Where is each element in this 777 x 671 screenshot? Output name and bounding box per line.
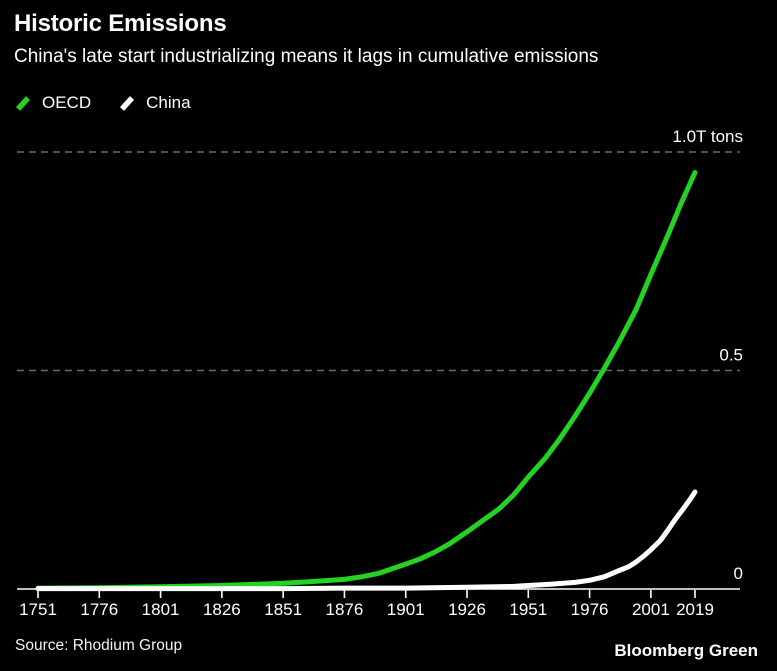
- x-tick-label: 1751: [19, 600, 57, 619]
- legend-item-oecd: OECD: [14, 93, 91, 113]
- y-tick-label: 0.5: [719, 346, 743, 365]
- x-tick-label: 1801: [142, 600, 180, 619]
- x-tick-label: 1926: [448, 600, 486, 619]
- x-tick-label: 1876: [326, 600, 364, 619]
- x-tick-label: 1951: [509, 600, 547, 619]
- oecd-slash-stroke: [15, 95, 31, 111]
- source-note: Source: Rhodium Group: [15, 637, 183, 654]
- oecd-slash-marker-icon: [15, 95, 31, 111]
- chart-title: Historic Emissions: [14, 10, 227, 37]
- chart-subtitle: China's late start industrializing means…: [14, 46, 599, 67]
- x-tick-label: 1826: [203, 600, 241, 619]
- y-tick-label: 0: [734, 564, 743, 583]
- oecd-line: [35, 170, 698, 591]
- x-tick-label: 2019: [676, 600, 714, 619]
- legend-label-china: China: [146, 93, 191, 112]
- china-slash-stroke: [120, 95, 135, 111]
- legend: OECD China: [14, 93, 191, 113]
- x-tick-label: 1976: [571, 600, 609, 619]
- x-tick-label: 2001: [632, 600, 670, 619]
- legend-item-china: China: [118, 93, 191, 113]
- x-tick-label: 1776: [80, 600, 118, 619]
- x-tick-label: 1851: [264, 600, 302, 619]
- x-tick-label: 1901: [387, 600, 425, 619]
- china-slash-marker-icon: [120, 95, 135, 111]
- china-line: [35, 489, 698, 592]
- y-tick-label: 1.0T tons: [672, 127, 743, 146]
- brand-logo: Bloomberg Green: [614, 641, 758, 660]
- legend-label-oecd: OECD: [42, 93, 92, 112]
